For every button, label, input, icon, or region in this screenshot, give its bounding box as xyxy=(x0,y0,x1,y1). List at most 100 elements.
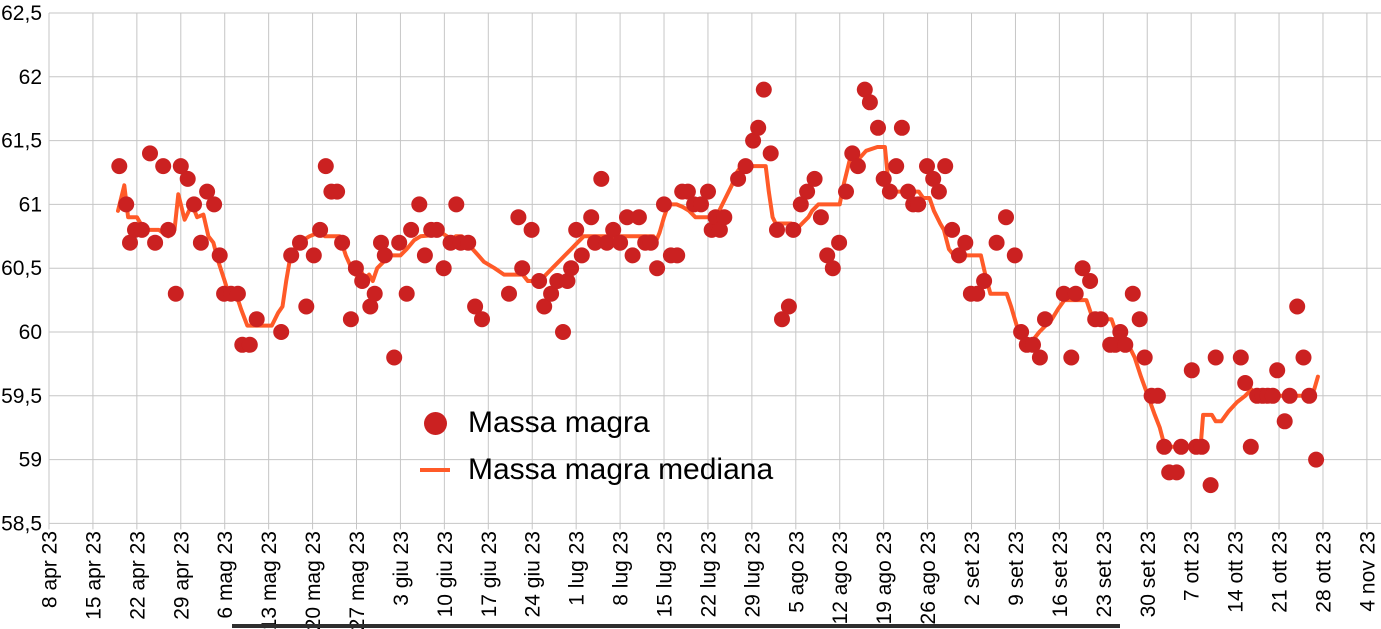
data-point xyxy=(642,234,659,251)
x-axis-label: 7 ott 23 xyxy=(1181,531,1204,601)
data-point xyxy=(598,234,615,251)
data-point xyxy=(501,285,517,302)
line-marker-icon xyxy=(420,468,450,472)
y-axis-label: 62,5 xyxy=(1,2,42,25)
data-point xyxy=(1207,349,1224,366)
x-axis-label: 14 ott 23 xyxy=(1225,531,1248,613)
legend-marker-cell xyxy=(410,468,460,472)
data-point xyxy=(806,170,823,187)
data-point xyxy=(206,196,223,213)
data-point xyxy=(192,234,209,251)
data-point xyxy=(937,158,954,175)
x-axis-label: 22 apr 23 xyxy=(126,531,149,620)
data-point xyxy=(900,183,917,200)
x-axis-label: 12 ago 23 xyxy=(829,531,852,624)
data-point xyxy=(391,234,408,251)
data-point xyxy=(849,158,866,175)
data-point xyxy=(334,234,351,251)
data-point xyxy=(474,311,490,328)
data-point xyxy=(1276,413,1293,430)
data-point xyxy=(543,285,560,302)
legend-marker-cell xyxy=(410,411,460,435)
data-point xyxy=(435,260,452,277)
data-point xyxy=(1193,438,1210,455)
data-point xyxy=(1232,349,1249,366)
data-point xyxy=(624,247,641,264)
data-point xyxy=(669,247,686,264)
data-point xyxy=(199,183,216,200)
data-point xyxy=(1131,311,1148,328)
x-axis-label: 4 nov 23 xyxy=(1356,531,1379,612)
x-axis-label: 16 set 23 xyxy=(1049,531,1072,617)
data-point xyxy=(925,170,942,187)
data-point xyxy=(769,221,785,238)
data-point xyxy=(881,183,898,200)
x-axis-label: 13 mag 23 xyxy=(258,531,281,629)
x-axis-label: 2 set 23 xyxy=(961,531,984,606)
data-point xyxy=(893,119,910,136)
data-point xyxy=(1281,387,1298,404)
data-point xyxy=(531,273,548,289)
chart-legend: Massa magra Massa magra mediana xyxy=(410,401,773,492)
y-axis-label: 59 xyxy=(19,449,42,472)
data-point xyxy=(386,349,403,366)
data-point xyxy=(1308,451,1325,468)
data-point xyxy=(1183,362,1200,379)
data-point xyxy=(930,183,947,200)
scatter-marker-icon xyxy=(423,411,447,435)
data-point xyxy=(1156,438,1173,455)
data-point xyxy=(142,145,158,162)
data-point xyxy=(969,285,986,302)
bottom-edge-bar xyxy=(232,624,1120,628)
data-point xyxy=(812,209,829,226)
x-axis-label: 8 lug 23 xyxy=(610,531,633,606)
data-point xyxy=(1173,438,1190,455)
data-point xyxy=(122,234,138,251)
data-point xyxy=(870,119,886,136)
data-point xyxy=(583,209,600,226)
x-axis-label: 22 lug 23 xyxy=(697,531,720,617)
data-point xyxy=(1269,362,1286,379)
y-axis-label: 62 xyxy=(19,66,42,89)
data-point xyxy=(700,183,716,200)
data-point xyxy=(755,81,772,98)
data-point xyxy=(1136,349,1153,366)
x-axis-label: 3 giu 23 xyxy=(390,531,413,606)
data-point xyxy=(467,298,484,315)
data-point xyxy=(1074,260,1091,277)
data-point xyxy=(711,221,728,238)
data-point xyxy=(317,158,334,175)
data-point xyxy=(283,247,300,264)
data-point xyxy=(619,209,635,226)
legend-label-massa-magra: Massa magra xyxy=(468,406,650,439)
x-axis-label: 28 ott 23 xyxy=(1312,531,1335,613)
data-point xyxy=(785,221,802,238)
x-axis-label: 6 mag 23 xyxy=(214,531,237,619)
data-point xyxy=(342,311,359,328)
x-axis-label: 27 mag 23 xyxy=(346,531,369,629)
data-point xyxy=(111,158,128,175)
x-axis-label: 5 ago 23 xyxy=(785,531,808,613)
data-point xyxy=(856,81,873,98)
data-point xyxy=(1202,477,1219,494)
data-point xyxy=(398,285,415,302)
data-point xyxy=(573,247,590,264)
data-point xyxy=(179,170,196,187)
data-point xyxy=(630,209,647,226)
data-point xyxy=(1301,387,1318,404)
data-point xyxy=(514,260,531,277)
data-point xyxy=(211,247,228,264)
legend-label-massa-magra-mediana: Massa magra mediana xyxy=(468,453,774,486)
x-axis-label: 29 lug 23 xyxy=(741,531,764,617)
data-point xyxy=(957,234,974,251)
data-point xyxy=(1295,349,1312,366)
data-point xyxy=(679,183,696,200)
data-point xyxy=(411,196,428,213)
data-point xyxy=(774,311,790,328)
data-point xyxy=(160,221,177,238)
legend-item-massa-magra: Massa magra xyxy=(410,401,773,445)
data-point xyxy=(555,324,571,340)
data-point xyxy=(593,170,610,187)
data-point xyxy=(366,285,383,302)
